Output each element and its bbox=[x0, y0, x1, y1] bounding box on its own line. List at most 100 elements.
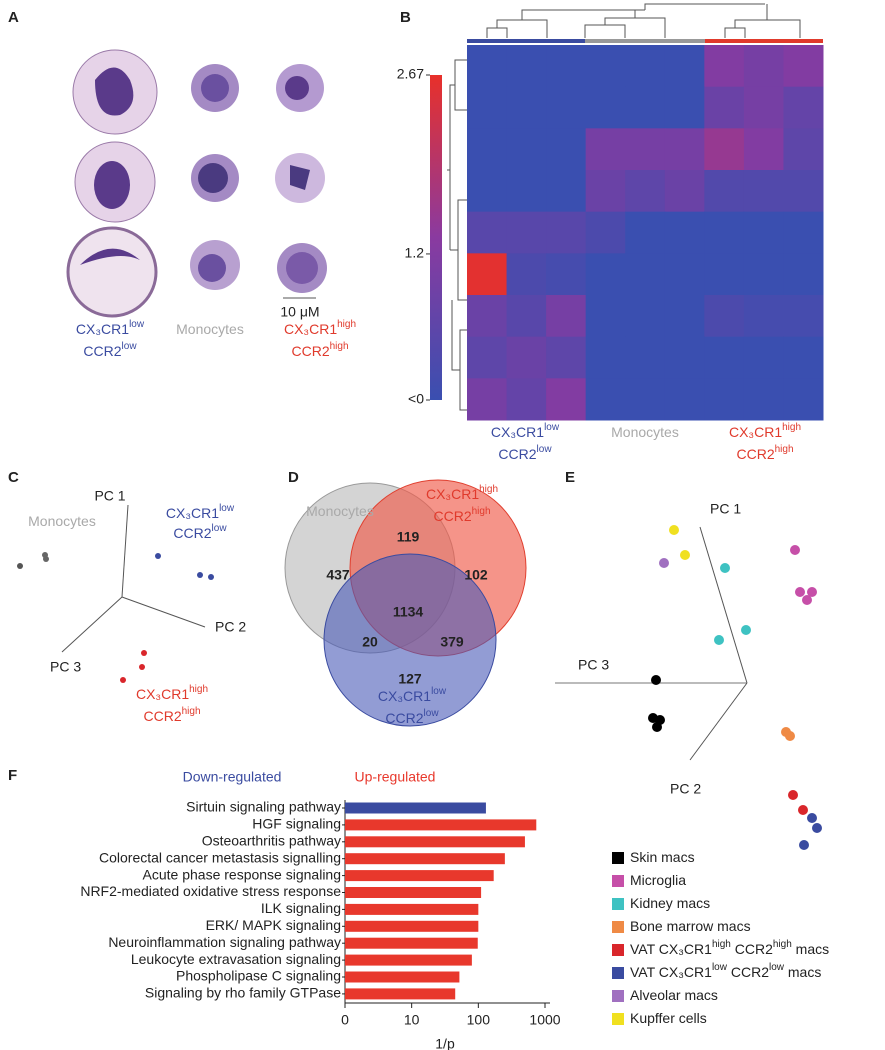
heatmap-cell bbox=[585, 295, 626, 338]
heatmap-cell bbox=[546, 128, 587, 171]
axis-label: PC 3 bbox=[578, 657, 609, 673]
heatmap-cell bbox=[704, 211, 745, 254]
legend-swatch bbox=[612, 898, 624, 910]
heatmap-cell bbox=[664, 211, 705, 254]
heatmap-cell bbox=[783, 128, 824, 171]
bar bbox=[345, 802, 486, 814]
heatmap-cell bbox=[506, 211, 547, 254]
heatmap-cell bbox=[546, 378, 587, 421]
heatmap-cell bbox=[704, 378, 745, 421]
group-label: CX₃CR1high bbox=[729, 422, 801, 440]
pca-points bbox=[648, 525, 822, 850]
heatmap-cell bbox=[704, 128, 745, 171]
superscript: low bbox=[424, 708, 440, 719]
superscript: high bbox=[782, 422, 801, 433]
heatmap-cell bbox=[625, 211, 666, 254]
heatmap-cell bbox=[506, 378, 547, 421]
heatmap-cell bbox=[743, 211, 784, 254]
text-part: Monocytes bbox=[306, 503, 374, 519]
heatmap-cell bbox=[467, 45, 508, 88]
superscript: low bbox=[537, 444, 553, 455]
venn-count: 20 bbox=[362, 634, 378, 650]
heatmap-cell bbox=[546, 170, 587, 213]
heatmap-cell bbox=[467, 86, 508, 129]
group-label: CCR2high bbox=[736, 444, 793, 462]
pca-axes bbox=[61, 504, 206, 653]
heatmap-cell bbox=[743, 295, 784, 338]
category-label: NRF2-mediated oxidative stress response bbox=[80, 883, 341, 899]
heatmap-cell bbox=[546, 211, 587, 254]
group-label: CCR2low bbox=[83, 341, 137, 359]
group-label: CCR2low bbox=[173, 523, 227, 541]
text-part: CCR2 bbox=[731, 941, 773, 957]
dendrogram bbox=[447, 3, 801, 411]
heatmap-cell bbox=[546, 336, 587, 379]
text-part: CCR2 bbox=[736, 446, 774, 462]
legend-label: Down-regulated bbox=[183, 769, 282, 785]
superscript: low bbox=[129, 319, 145, 330]
bar bbox=[345, 954, 472, 966]
heatmap-cell bbox=[585, 170, 626, 213]
axis-label: PC 2 bbox=[215, 619, 246, 635]
heatmap-cell bbox=[585, 86, 626, 129]
text-part: Skin macs bbox=[630, 849, 695, 865]
heatmap-cell bbox=[467, 128, 508, 171]
category-label: Sirtuin signaling pathway bbox=[186, 799, 341, 815]
category-label: Colorectal cancer metastasis signalling bbox=[99, 849, 341, 865]
legend-label: Kidney macs bbox=[630, 895, 710, 911]
text-part: CX₃CR1 bbox=[378, 688, 431, 704]
heatmap-cell bbox=[783, 378, 824, 421]
panel-letter: F bbox=[8, 767, 17, 784]
legend-label: Kupffer cells bbox=[630, 1010, 707, 1026]
text-part: VAT CX₃CR1 bbox=[630, 941, 712, 957]
panel-letter: C bbox=[8, 469, 19, 486]
group-label: CX₃CR1high bbox=[284, 319, 356, 337]
heatmap-cell bbox=[704, 170, 745, 213]
text-part: macs bbox=[792, 941, 829, 957]
superscript: low bbox=[122, 341, 138, 352]
heatmap-cell bbox=[743, 128, 784, 171]
heatmap-cell bbox=[625, 86, 666, 129]
heatmap-cell bbox=[704, 86, 745, 129]
legend-label: Alveolar macs bbox=[630, 987, 718, 1003]
superscript: low bbox=[431, 686, 447, 697]
heatmap-cell bbox=[585, 45, 626, 88]
bar bbox=[345, 853, 505, 865]
pca-axes bbox=[555, 526, 748, 761]
x-tick-label: 100 bbox=[467, 1012, 491, 1028]
text-part: macs bbox=[784, 964, 821, 980]
text-part: CCR2 bbox=[498, 446, 536, 462]
text-part: CX₃CR1 bbox=[729, 424, 782, 440]
text-part: CCR2 bbox=[727, 964, 769, 980]
bar bbox=[345, 887, 482, 898]
heatmap-cell bbox=[783, 295, 824, 338]
bar bbox=[345, 988, 456, 1000]
heatmap-cell bbox=[467, 336, 508, 379]
heatmap-cell bbox=[743, 86, 784, 129]
heatmap-cell bbox=[783, 45, 824, 88]
heatmap-cell bbox=[506, 45, 547, 88]
group-bar bbox=[467, 39, 585, 43]
venn-count: 119 bbox=[397, 529, 420, 545]
heatmap-cell bbox=[783, 170, 824, 213]
bar bbox=[345, 920, 479, 932]
text-part: Alveolar macs bbox=[630, 987, 718, 1003]
heatmap-cell bbox=[506, 170, 547, 213]
scale-bar-label: 10 μM bbox=[280, 304, 319, 320]
heatmap-cell bbox=[546, 86, 587, 129]
group-label: Monocytes bbox=[611, 424, 679, 440]
heatmap-cell bbox=[625, 128, 666, 171]
heatmap-cell bbox=[467, 170, 508, 213]
group-label: Monocytes bbox=[306, 503, 374, 519]
colorbar bbox=[430, 75, 442, 400]
axis-label: PC 2 bbox=[670, 781, 701, 797]
heatmap-cell bbox=[743, 253, 784, 296]
heatmap-cell bbox=[743, 378, 784, 421]
text-part: CX₃CR1 bbox=[426, 486, 479, 502]
heatmap-cell bbox=[467, 211, 508, 254]
superscript: low bbox=[712, 962, 728, 973]
text-part: Bone marrow macs bbox=[630, 918, 751, 934]
heatmap-cell bbox=[506, 253, 547, 296]
legend-swatch bbox=[612, 921, 624, 933]
